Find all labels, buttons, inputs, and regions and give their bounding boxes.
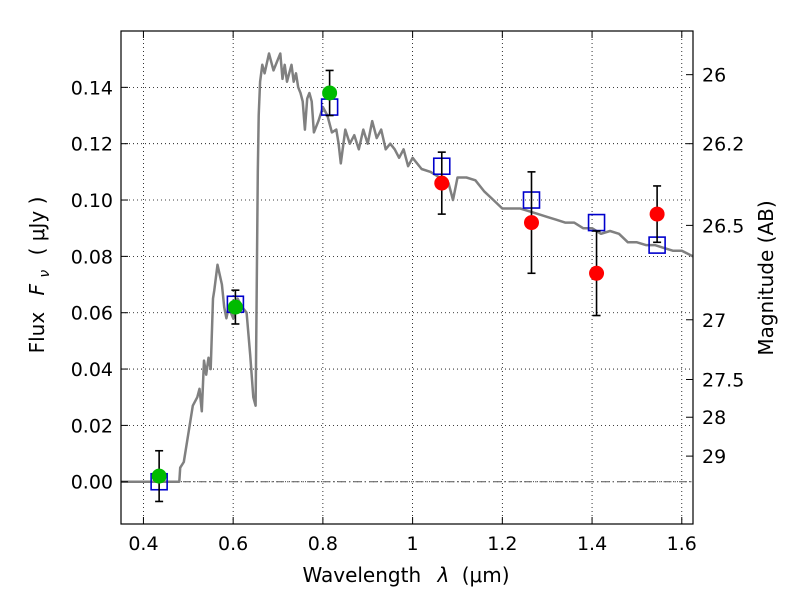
y-axis-label-text: Flux [25, 312, 49, 354]
magnitude-tick-label: 29 [702, 446, 726, 468]
x-axis-label-symbol: λ [437, 563, 450, 587]
flux-point [649, 206, 665, 222]
tick-layer: 0.4 0.6 0.8 1 1.2 1.4 1.6 0.00 0.02 0.04 0.06 0.08 0… [71, 31, 744, 555]
magnitude-tick-label: 26.5 [702, 215, 744, 237]
spectrum-layer [121, 52, 693, 483]
flux-point [434, 175, 450, 191]
y-tick-label: 0.14 [71, 77, 113, 99]
x-tick-label: 0.4 [128, 533, 158, 555]
plot-frame [120, 30, 694, 525]
y-tick-label: 0.12 [71, 134, 113, 156]
magnitude-tick-label: 27 [702, 310, 726, 332]
y-tick-label: 0.02 [71, 415, 113, 437]
flux-point [227, 299, 243, 315]
x-tick-label: 1.4 [577, 533, 607, 555]
y-tick-label: 0.06 [71, 303, 113, 325]
y-tick-label: 0.00 [71, 472, 113, 494]
magnitude-tick-label: 28 [702, 407, 726, 429]
magnitude-tick-label: 27.5 [702, 369, 744, 391]
flux-point [523, 215, 539, 231]
magnitude-tick-label: 26 [702, 65, 726, 87]
y-axis-label-subscript: ν [37, 270, 53, 278]
x-axis-label: Wavelength λ (μm) [302, 563, 509, 587]
y-axis-label-unit: ( μJy ) [25, 197, 49, 256]
x-tick-label: 0.6 [218, 533, 248, 555]
grid-layer [121, 31, 693, 524]
x-tick-label: 1.2 [487, 533, 517, 555]
x-tick-label: 0.8 [308, 533, 338, 555]
magnitude-tick-label: 26.2 [702, 134, 744, 156]
magnitude-axis-label: Magnitude (AB) [754, 200, 778, 355]
y-tick-label: 0.10 [71, 190, 113, 212]
flux-point [589, 265, 605, 281]
marker-layer [150, 69, 666, 503]
x-axis-label-text: Wavelength [302, 563, 421, 587]
flux-point [151, 468, 167, 484]
x-tick-label: 1.6 [667, 533, 697, 555]
y-axis-label: Flux F ν ( μJy ) [25, 197, 54, 354]
spectrum-line [121, 52, 693, 483]
flux-point [322, 85, 338, 101]
y-tick-label: 0.08 [71, 246, 113, 268]
y-tick-label: 0.04 [71, 359, 113, 381]
x-tick-label: 1 [407, 533, 419, 555]
y-axis-label-symbol: F [25, 283, 49, 295]
x-axis-label-unit: (μm) [462, 563, 510, 587]
